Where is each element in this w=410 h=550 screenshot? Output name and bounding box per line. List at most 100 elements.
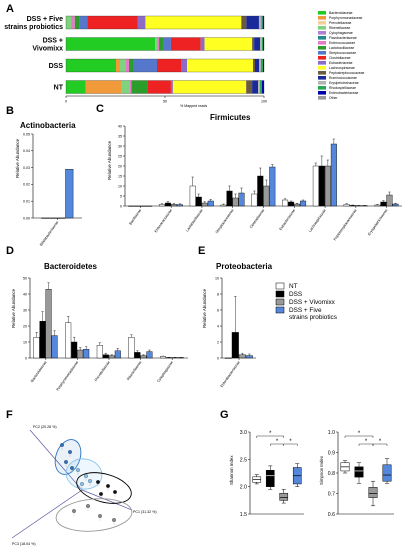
stacked-segment <box>252 37 255 51</box>
shannon-box <box>265 470 275 487</box>
stacked-segment <box>66 59 116 72</box>
pca-point <box>70 466 74 470</box>
x-tick-label: Lactobacillaceae <box>185 208 204 232</box>
bar <box>96 345 103 359</box>
a-group-label: DSS + Five <box>27 16 63 23</box>
stacked-segment <box>262 37 264 51</box>
panel-label-b: B <box>6 105 14 117</box>
legend-entry: Lactobacillaceae <box>329 46 354 50</box>
stacked-segment <box>261 59 263 72</box>
bar <box>114 350 121 359</box>
legend-swatch <box>318 61 326 65</box>
y-tick-label: 20 <box>118 164 122 168</box>
g-shannon-label: Shannon Index <box>229 455 234 485</box>
bar <box>159 356 166 359</box>
bar <box>176 204 183 207</box>
stacked-bar-outline <box>65 37 265 51</box>
stacked-segment <box>187 59 253 72</box>
legend-swatch <box>318 26 326 30</box>
panel-label-f: F <box>6 409 13 421</box>
bar <box>71 341 78 359</box>
legend-group-label: NT <box>289 283 298 290</box>
panel-g-box-plots: 1.5 2.0 2.5 3.0 * * * 0.6 0.7 0.8 0.9 1.0 * * * <box>240 430 394 518</box>
simpson-y-tick-label: 0.9 <box>328 451 335 457</box>
bar <box>170 204 177 207</box>
title-bacteroidetes: Bacteroidetes <box>44 262 97 271</box>
y-tick-label: 20 <box>23 324 27 328</box>
y-tick-label: 0.05 <box>23 132 30 136</box>
stacked-segment <box>200 37 205 51</box>
y-tick-label: 25 <box>118 154 122 158</box>
y-tick-label: 30 <box>23 308 27 312</box>
y-tick-label: 8 <box>217 292 219 296</box>
simpson-sig-star: * <box>358 431 361 437</box>
bar <box>65 169 74 219</box>
legend-swatch <box>318 41 326 45</box>
bar <box>374 204 381 207</box>
stacked-segment <box>126 59 129 72</box>
pca-point <box>60 443 64 447</box>
legend-swatch <box>318 66 326 70</box>
bar <box>226 190 233 207</box>
stacked-segment <box>120 59 126 72</box>
x-tick-label: Lachnospiraceae <box>308 208 327 233</box>
stacked-segment <box>87 16 138 29</box>
pca-point <box>99 492 103 496</box>
y-tick-label: 4 <box>217 324 219 328</box>
bar <box>232 197 239 207</box>
legend-swatch <box>318 76 326 80</box>
pca-point <box>96 480 100 484</box>
stacked-segment <box>260 37 263 51</box>
bar <box>33 337 40 359</box>
a-group-label: strains probiotics <box>4 24 63 31</box>
y-tick-label: 15 <box>118 174 122 178</box>
simpson-sig-star: * <box>379 439 382 445</box>
legend-entry: Bacteroidaceae <box>329 11 353 15</box>
simpson-sig-star: * <box>365 439 368 445</box>
y-tick-label: 0 <box>25 356 27 360</box>
stacked-segment <box>252 80 259 94</box>
shannon-sig-star: * <box>269 431 272 437</box>
a-group-label: NT <box>54 85 64 92</box>
stacked-segment <box>262 16 264 29</box>
f-pc1-label: PC1 (31.32 %) <box>133 510 157 514</box>
x-tick-label: Erysipelotrichaceae <box>367 208 388 236</box>
bar <box>238 192 245 207</box>
stacked-segment <box>66 37 156 51</box>
x-tick-label: Bacillaceae <box>128 208 142 225</box>
legend-swatch <box>318 51 326 55</box>
pc1-axis <box>81 489 133 511</box>
f-pc2-label: PC2 (20.28 %) <box>33 425 57 429</box>
stacked-segment <box>253 59 255 72</box>
panel-label-g: G <box>220 409 229 421</box>
stacked-segment <box>262 80 264 94</box>
stacked-bar-outline <box>65 58 265 73</box>
x-tick-label: Porphyromonadaceae <box>56 360 80 391</box>
bar <box>158 204 165 207</box>
simpson-y-tick-label: 0.6 <box>328 512 335 518</box>
bar <box>269 166 276 207</box>
stacked-segment <box>137 16 146 29</box>
legend-swatch <box>318 91 326 95</box>
x-tick-label: Cytophagaceae <box>156 360 174 383</box>
legend-swatch <box>318 31 326 35</box>
stacked-segment <box>159 37 164 51</box>
bar <box>257 175 264 207</box>
x-tick-label: Enterococcaceae <box>154 208 173 233</box>
stacked-bar-outline <box>65 80 265 94</box>
stacked-segment <box>204 37 253 51</box>
bar <box>231 332 239 359</box>
panel-c-chart: 0 5 10 15 20 25 30 35 40 Bacillaceae Enterococcace… <box>118 124 402 241</box>
bar <box>380 201 387 207</box>
legend-group-label: DSS + Five <box>289 307 322 314</box>
y-tick-label: 0 <box>217 356 219 360</box>
legend-group-swatch <box>275 290 285 298</box>
legend-group-swatch <box>275 298 285 306</box>
simpson-sig-bracket <box>372 443 388 446</box>
pc3-axis <box>11 489 83 539</box>
stacked-segment <box>254 37 261 51</box>
y-tick-label: 0.01 <box>23 200 30 204</box>
bar <box>349 205 356 207</box>
pca-point <box>80 482 84 486</box>
